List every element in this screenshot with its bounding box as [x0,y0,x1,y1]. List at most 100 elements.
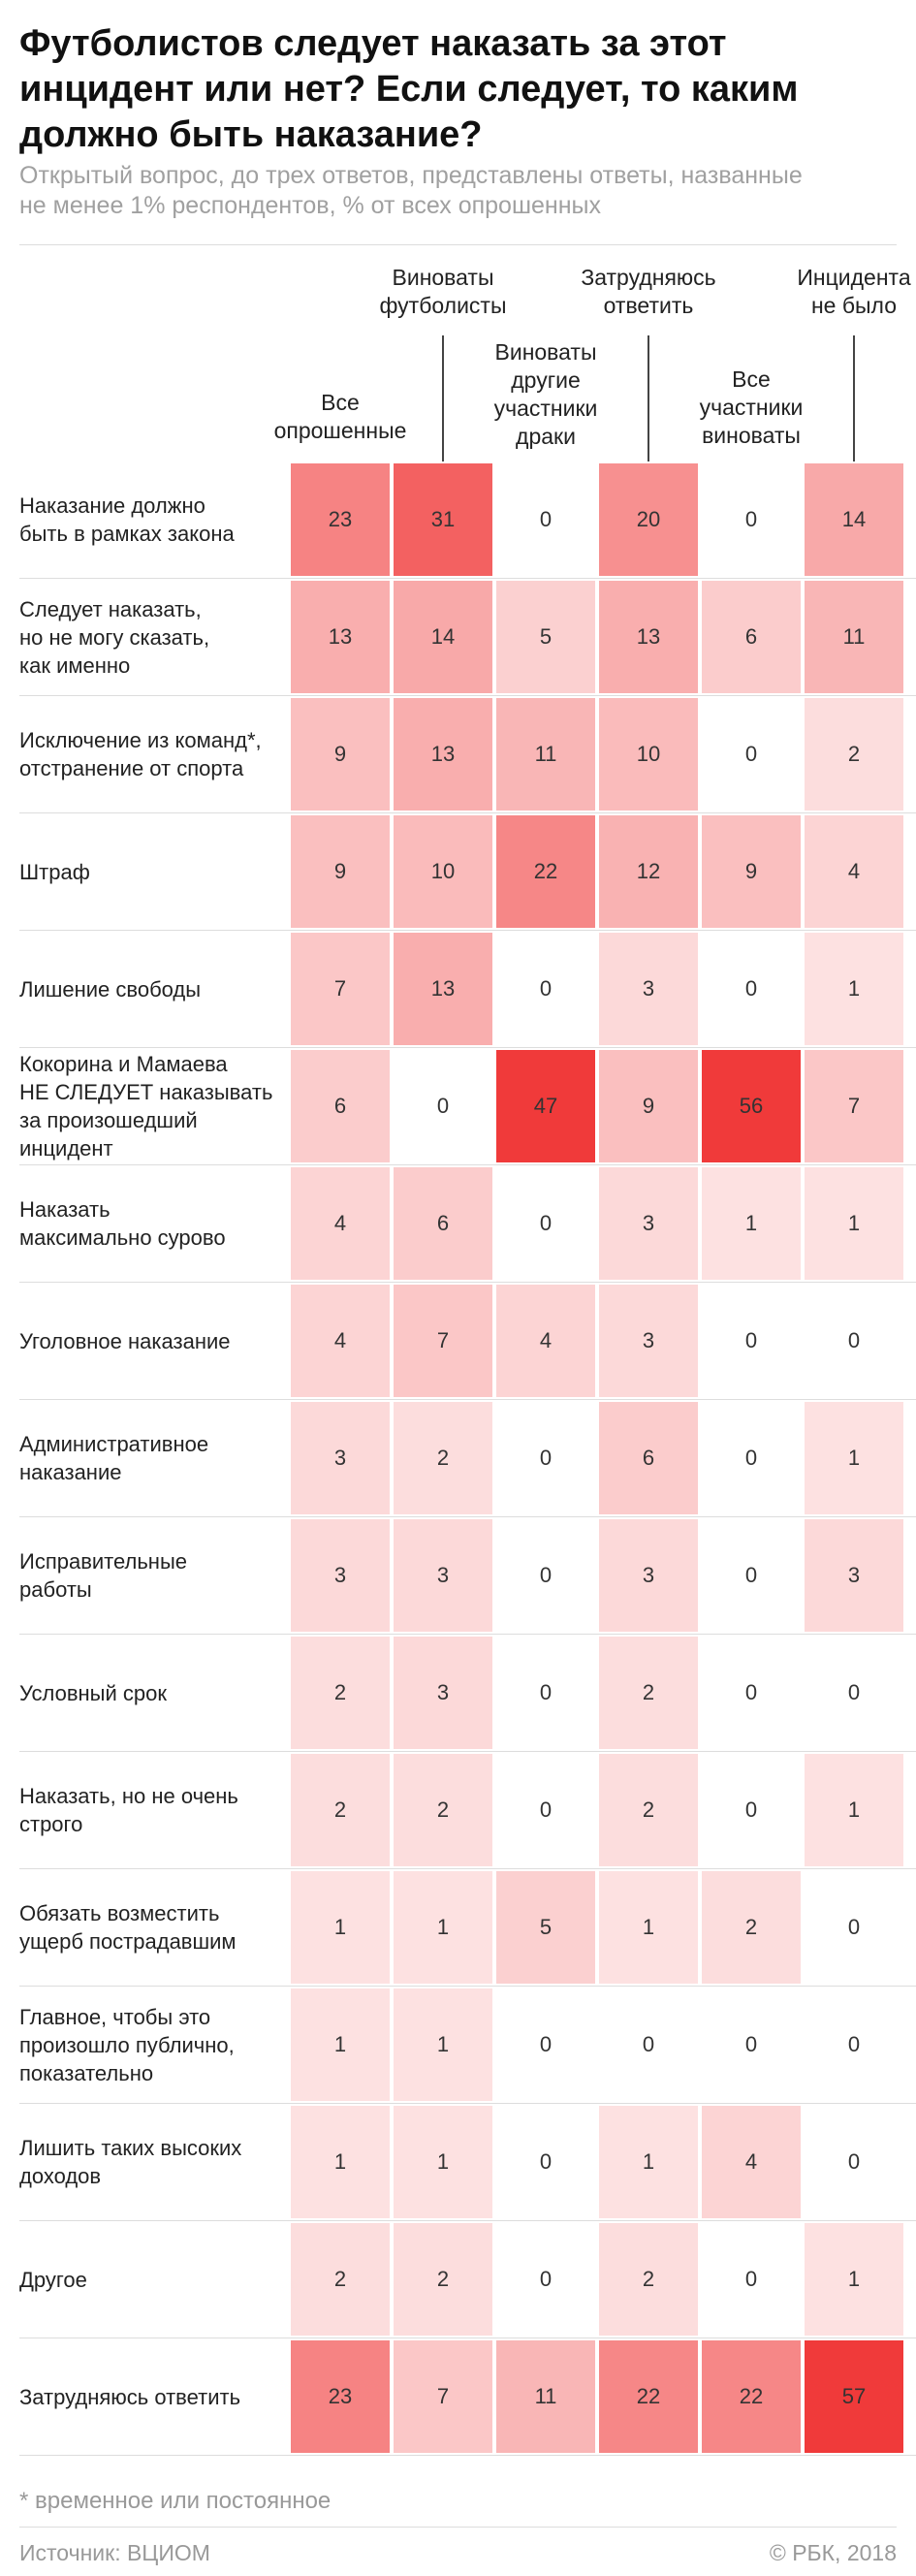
header-pointer [853,335,855,461]
cell-value: 1 [333,2149,347,2174]
cell-value: 7 [847,1094,861,1118]
cell-value: 31 [430,507,456,531]
cell-value: 0 [744,1680,758,1704]
heat-cell: 7 [291,933,390,1045]
cell-value: 2 [436,2267,450,2291]
heat-cell: 0 [599,1988,698,2101]
heat-cell: 6 [291,1050,390,1162]
row-separator [19,2103,916,2104]
row-separator [19,1399,916,1400]
heat-cell: 23 [291,463,390,576]
cell-value: 7 [436,2384,450,2408]
heat-cell: 3 [394,1519,492,1632]
cell-value: 14 [430,624,456,649]
divider [19,2527,897,2528]
cell-value: 47 [533,1094,558,1118]
cell-value: 0 [539,2149,553,2174]
cell-value: 0 [539,2267,553,2291]
cell-value: 0 [539,1446,553,1470]
row-separator [19,812,916,813]
row-label: Затрудняюсь ответить [19,2384,241,2409]
heat-cell: 3 [599,1519,698,1632]
heat-cell: 1 [599,2106,698,2218]
heat-cell: 22 [496,815,595,928]
heat-cell: 56 [702,1050,801,1162]
heat-cell: 3 [291,1519,390,1632]
column-header: Все участники виноваты [699,366,804,448]
heat-cell: 2 [805,698,903,811]
cell-value: 11 [842,624,866,649]
row-separator [19,1282,916,1283]
row-label: Уголовное наказание [19,1328,231,1353]
cell-value: 11 [534,2384,557,2408]
cell-value: 3 [436,1680,450,1704]
heat-cell: 1 [394,1871,492,1984]
cell-value: 0 [744,742,758,766]
cell-value: 4 [847,859,861,883]
cell-value: 0 [539,1797,553,1822]
cell-value: 1 [744,1211,758,1235]
cell-value: 3 [642,1328,655,1352]
heat-cell: 2 [394,1402,492,1514]
row-separator [19,1751,916,1752]
row-label: Лишение свободы [19,976,202,1002]
cell-value: 4 [333,1211,347,1235]
row-separator [19,2220,916,2221]
row-label: Наказать, но не очень строго [19,1784,238,1836]
cell-value: 3 [333,1446,347,1470]
row-label: Штраф [19,859,90,884]
cell-value: 0 [642,2032,655,2056]
cell-value: 1 [436,2149,450,2174]
cell-value: 1 [847,1211,861,1235]
heat-cell: 0 [702,1754,801,1866]
heat-cell: 2 [599,1637,698,1749]
heat-cell: 1 [702,1167,801,1280]
cell-value: 0 [847,2149,861,2174]
heat-cell: 2 [702,1871,801,1984]
cell-value: 9 [333,859,347,883]
heat-cell: 0 [702,698,801,811]
chart-title: Футболистов следует наказать за этот инц… [19,23,799,155]
cell-value: 1 [847,1446,861,1470]
cell-value: 20 [636,507,661,531]
cell-value: 3 [642,1211,655,1235]
cell-value: 0 [744,1563,758,1587]
heat-cell: 0 [805,1871,903,1984]
heat-cell: 0 [702,1285,801,1397]
cell-value: 0 [744,1797,758,1822]
row-separator [19,1164,916,1165]
cell-value: 22 [533,859,558,883]
cell-value: 0 [539,2032,553,2056]
heat-cell: 0 [702,933,801,1045]
heat-cell: 0 [702,1519,801,1632]
cell-value: 0 [847,1915,861,1939]
heat-cell: 13 [394,933,492,1045]
cell-value: 12 [636,859,661,883]
cell-value: 9 [744,859,758,883]
heat-cell: 4 [805,815,903,928]
heat-cell: 0 [702,1988,801,2101]
cell-value: 1 [847,976,861,1001]
cell-value: 9 [333,742,347,766]
cell-value: 0 [744,2267,758,2291]
cell-value: 1 [642,2149,655,2174]
cell-value: 2 [642,1797,655,1822]
heat-cell: 6 [394,1167,492,1280]
cell-value: 2 [436,1446,450,1470]
heat-cell: 9 [291,698,390,811]
header-pointer [442,335,444,461]
heat-cell: 3 [394,1637,492,1749]
cell-value: 3 [642,1563,655,1587]
cell-value: 2 [333,2267,347,2291]
cell-value: 6 [436,1211,450,1235]
cell-value: 4 [333,1328,347,1352]
heat-cell: 10 [599,698,698,811]
copyright: © РБК, 2018 [769,2540,897,2565]
heat-cell: 0 [805,1988,903,2101]
cell-value: 1 [436,1915,450,1939]
cell-value: 23 [328,507,353,531]
row-label: Следует наказать, но не могу сказать, ка… [19,596,210,678]
cell-value: 2 [744,1915,758,1939]
column-header: Затрудняюсь ответить [581,265,716,318]
cell-value: 3 [642,976,655,1001]
